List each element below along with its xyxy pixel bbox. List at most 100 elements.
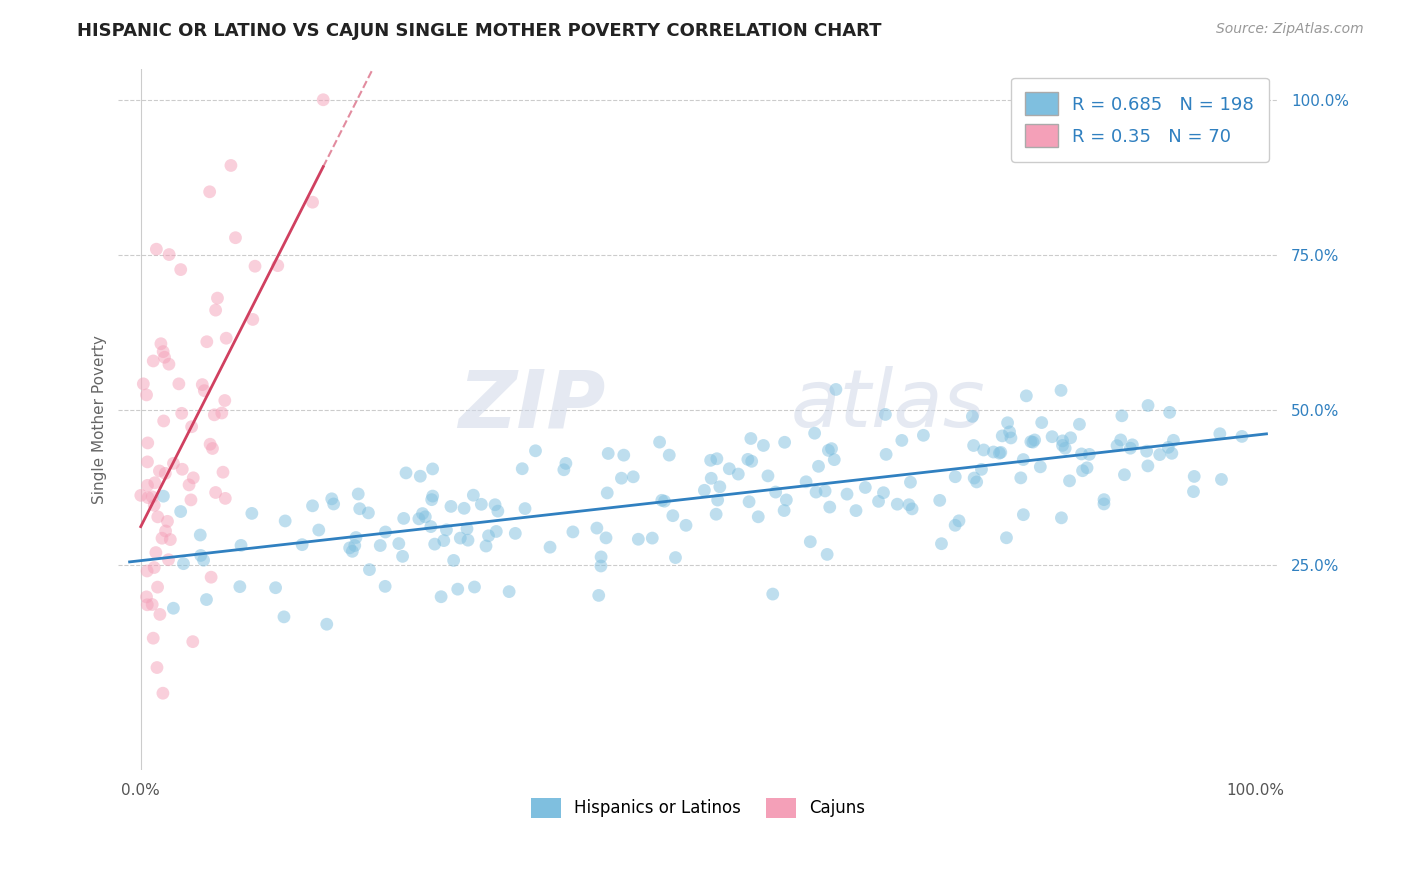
Point: [143, 560, 166, 574]
Point: [817, 443, 839, 458]
Point: [301, 499, 323, 513]
Point: [207, 291, 229, 305]
Point: [152, 686, 174, 700]
Point: [897, 498, 920, 512]
Point: [195, 334, 218, 349]
Point: [180, 492, 202, 507]
Point: [172, 462, 194, 476]
Point: [141, 598, 163, 612]
Point: [820, 442, 842, 456]
Point: [997, 416, 1019, 430]
Y-axis label: Single Mother Poverty: Single Mother Poverty: [93, 334, 107, 504]
Point: [291, 538, 314, 552]
Point: [198, 437, 221, 451]
Point: [718, 461, 741, 475]
Point: [143, 475, 166, 490]
Point: [142, 631, 165, 645]
Point: [675, 518, 697, 533]
Point: [321, 491, 343, 506]
Point: [912, 428, 935, 442]
Point: [267, 259, 290, 273]
Point: [1050, 511, 1073, 525]
Point: [136, 491, 159, 505]
Point: [162, 601, 184, 615]
Point: [853, 480, 876, 494]
Point: [825, 383, 848, 397]
Point: [243, 259, 266, 273]
Point: [610, 471, 633, 485]
Point: [485, 524, 508, 539]
Point: [136, 598, 159, 612]
Point: [412, 507, 434, 521]
Point: [654, 494, 676, 508]
Point: [153, 351, 176, 365]
Point: [658, 448, 681, 462]
Point: [815, 548, 838, 562]
Point: [700, 471, 723, 485]
Point: [202, 408, 225, 422]
Point: [498, 584, 520, 599]
Point: [180, 419, 202, 434]
Point: [229, 538, 252, 552]
Point: [998, 425, 1021, 439]
Point: [273, 610, 295, 624]
Point: [212, 465, 235, 479]
Point: [803, 426, 825, 441]
Point: [621, 470, 644, 484]
Point: [170, 406, 193, 420]
Point: [505, 526, 527, 541]
Point: [359, 563, 381, 577]
Point: [129, 488, 152, 502]
Point: [1149, 448, 1171, 462]
Point: [200, 570, 222, 584]
Point: [983, 445, 1005, 459]
Point: [727, 467, 749, 481]
Point: [484, 498, 506, 512]
Point: [204, 485, 226, 500]
Point: [229, 580, 252, 594]
Point: [662, 508, 685, 523]
Point: [374, 579, 396, 593]
Point: [807, 459, 830, 474]
Point: [224, 230, 246, 244]
Point: [135, 590, 157, 604]
Point: [589, 559, 612, 574]
Point: [453, 501, 475, 516]
Point: [524, 443, 547, 458]
Point: [190, 549, 212, 563]
Point: [1114, 467, 1136, 482]
Point: [368, 539, 391, 553]
Point: [136, 436, 159, 450]
Point: [948, 514, 970, 528]
Point: [868, 494, 890, 508]
Point: [1010, 471, 1032, 485]
Point: [1121, 438, 1143, 452]
Point: [413, 509, 436, 524]
Text: Source: ZipAtlas.com: Source: ZipAtlas.com: [1216, 22, 1364, 37]
Point: [136, 455, 159, 469]
Point: [886, 497, 908, 511]
Point: [150, 531, 173, 545]
Point: [463, 488, 485, 502]
Point: [1059, 474, 1081, 488]
Point: [433, 533, 456, 548]
Point: [308, 523, 330, 537]
Point: [409, 469, 432, 483]
Point: [391, 549, 413, 564]
Point: [146, 509, 169, 524]
Point: [641, 531, 664, 545]
Point: [215, 331, 238, 345]
Point: [1054, 442, 1077, 456]
Point: [181, 471, 204, 485]
Point: [170, 262, 193, 277]
Point: [193, 384, 215, 398]
Point: [1157, 441, 1180, 455]
Point: [875, 447, 897, 461]
Point: [651, 493, 673, 508]
Point: [349, 501, 371, 516]
Point: [342, 544, 364, 558]
Point: [475, 539, 498, 553]
Point: [872, 485, 894, 500]
Point: [343, 539, 366, 553]
Point: [962, 409, 984, 424]
